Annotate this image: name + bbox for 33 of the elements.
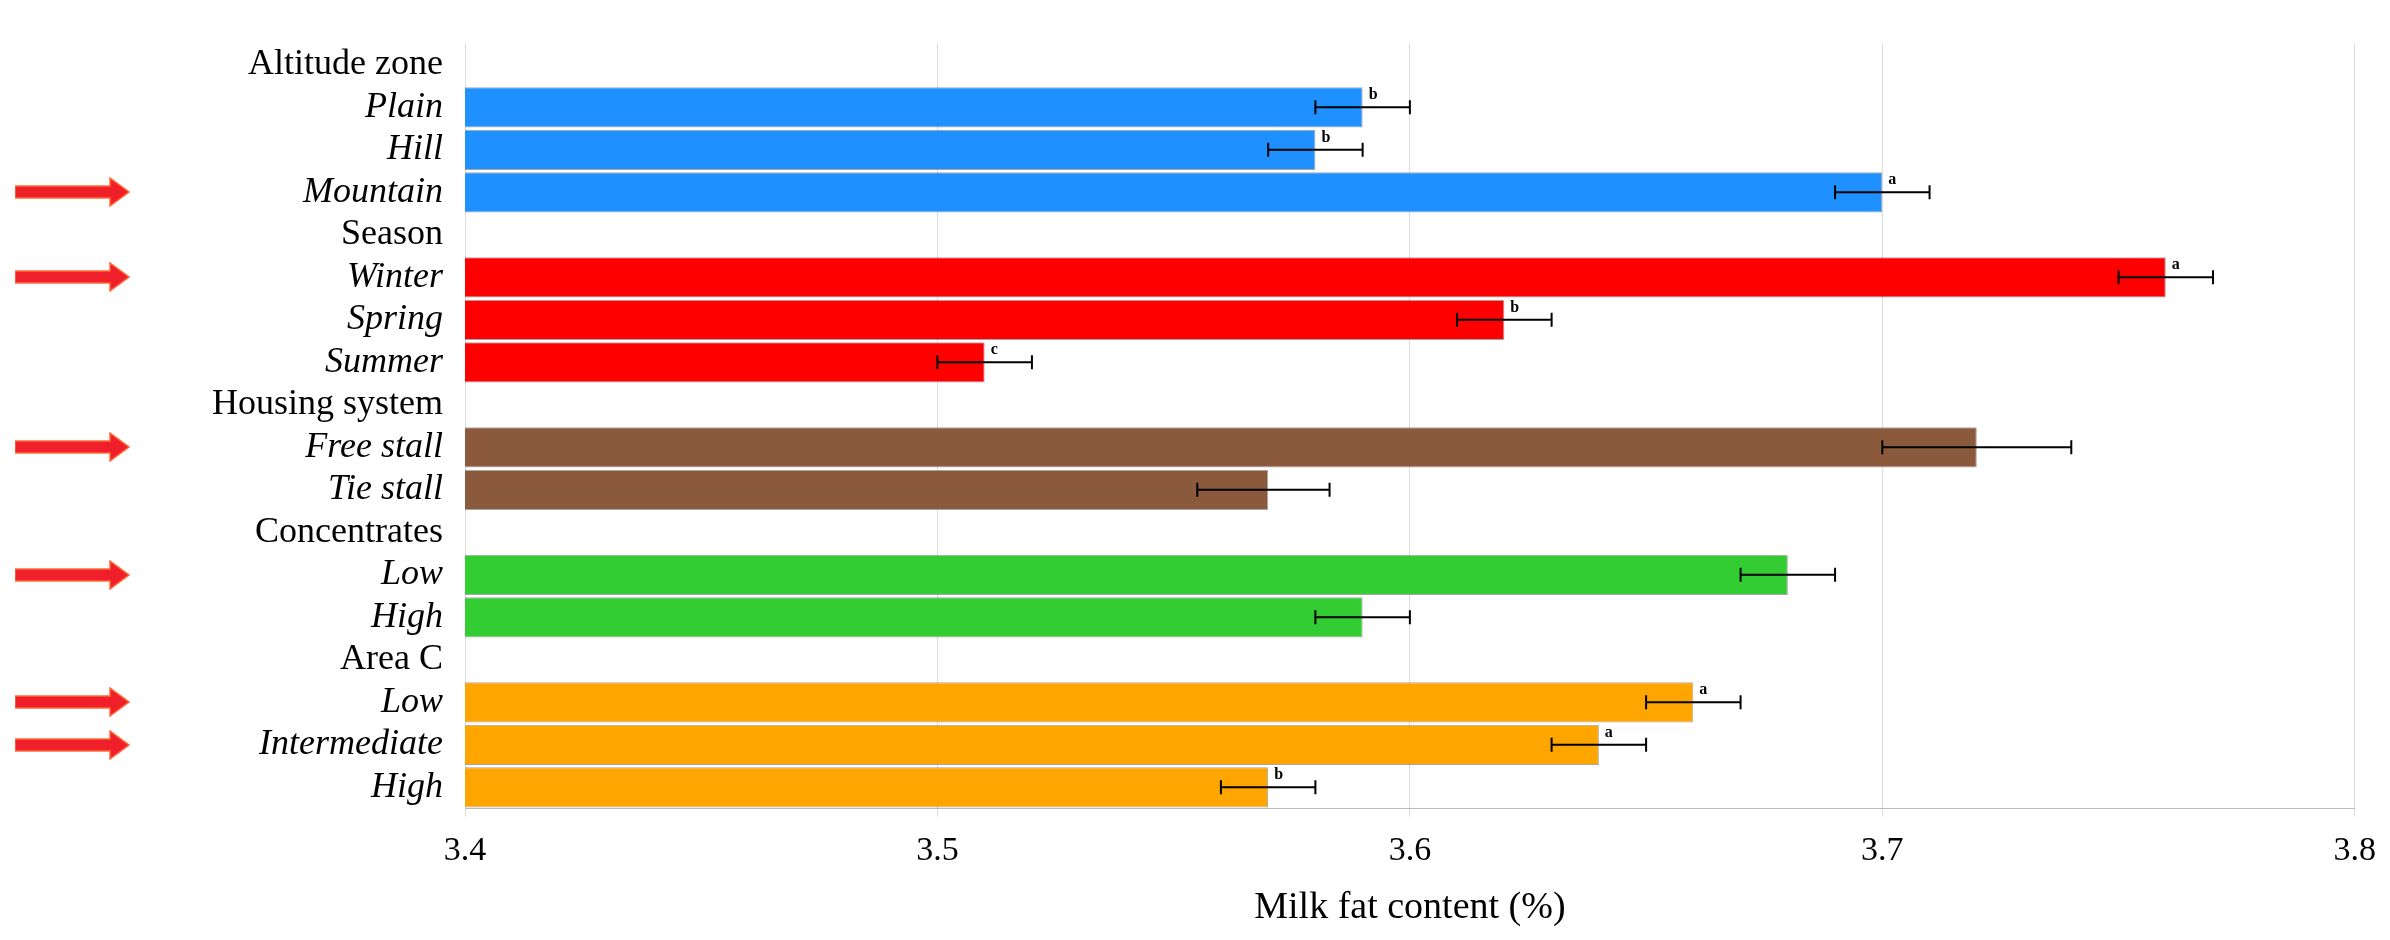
y-tick-label: Low — [379, 679, 444, 720]
y-tick-label: Low — [379, 552, 444, 593]
x-tick-label: 3.4 — [443, 829, 487, 867]
y-tick-label: Spring — [347, 297, 444, 338]
data-label: a — [1888, 170, 1897, 188]
data-label: b — [1368, 85, 1378, 103]
y-tick-label: High — [370, 764, 444, 805]
data-label: a — [1604, 722, 1613, 740]
y-tick-label: Hill — [386, 127, 444, 168]
y-tick-label: Free stall — [304, 424, 444, 465]
y-tick-label: Plain — [364, 84, 444, 125]
y-tick-label: Season — [341, 212, 444, 253]
x-axis-title: Milk fat content (%) — [1254, 884, 1566, 928]
data-label: b — [1274, 765, 1284, 783]
y-tick-label: Mountain — [302, 169, 444, 210]
data-label: a — [1699, 680, 1708, 698]
data-label: c — [990, 340, 998, 358]
data-label: b — [1510, 297, 1520, 315]
data-label: a — [2171, 255, 2180, 273]
y-tick-label: Winter — [347, 254, 444, 295]
x-tick-label: 3.5 — [916, 829, 959, 867]
y-tick-label: Area C — [340, 637, 444, 678]
x-tick-label: 3.6 — [1388, 829, 1432, 867]
y-tick-label: High — [370, 594, 444, 635]
data-label: b — [1321, 127, 1331, 145]
x-tick-label: 3.7 — [1861, 829, 1904, 867]
y-tick-label: Tie stall — [327, 467, 444, 508]
y-tick-label: Concentrates — [255, 509, 444, 550]
y-tick-label: Housing system — [212, 382, 444, 423]
y-tick-label: Summer — [325, 339, 444, 380]
y-tick-label: Intermediate — [258, 722, 444, 763]
x-tick-label: 3.8 — [2333, 829, 2376, 867]
y-tick-label: Altitude zone — [248, 42, 444, 83]
